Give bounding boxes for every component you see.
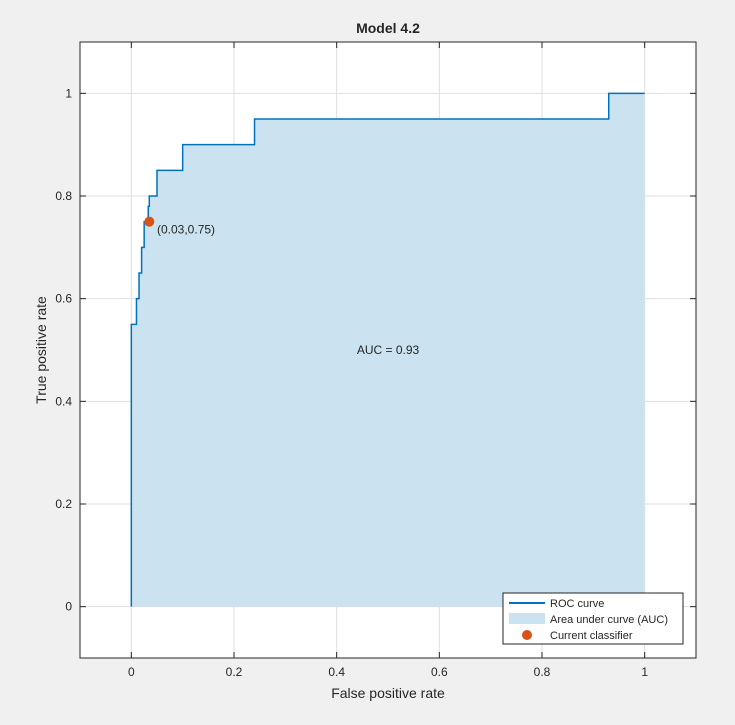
x-tick-label: 0.8	[534, 665, 551, 679]
x-tick-label: 1	[641, 665, 648, 679]
chart-title: Model 4.2	[356, 20, 420, 36]
y-tick-label: 0	[65, 600, 72, 614]
x-tick-label: 0.6	[431, 665, 448, 679]
y-tick-label: 0.6	[55, 292, 72, 306]
legend-auc-swatch	[509, 613, 545, 624]
y-tick-label: 0.8	[55, 189, 72, 203]
y-tick-label: 0.4	[55, 394, 72, 408]
y-axis-label: True positive rate	[33, 296, 49, 404]
auc-value-label: AUC = 0.93	[357, 343, 420, 357]
classifier-coordinate-label: (0.03,0.75)	[157, 222, 215, 236]
x-axis-label: False positive rate	[331, 685, 445, 701]
legend: ROC curve Area under curve (AUC) Current…	[502, 592, 684, 645]
auc-area	[131, 93, 645, 607]
legend-label-roc-curve: ROC curve	[550, 598, 604, 610]
legend-classifier-swatch	[522, 630, 532, 640]
y-tick-label: 1	[65, 86, 72, 100]
plot-frame	[79, 41, 697, 659]
x-tick-label: 0.4	[328, 665, 345, 679]
roc-curve-line	[130, 92, 645, 607]
current-classifier-point	[144, 216, 155, 227]
x-tick-label: 0.2	[226, 665, 243, 679]
x-tick-label: 0	[128, 665, 135, 679]
legend-label-auc: Area under curve (AUC)	[550, 614, 668, 626]
legend-label-current-classifier: Current classifier	[550, 630, 633, 642]
ticks: 0 0.2 0.4 0.6 0.8 1 0 0.2 0.4 0.6 0.8 1	[55, 42, 696, 679]
y-tick-label: 0.2	[55, 497, 72, 511]
